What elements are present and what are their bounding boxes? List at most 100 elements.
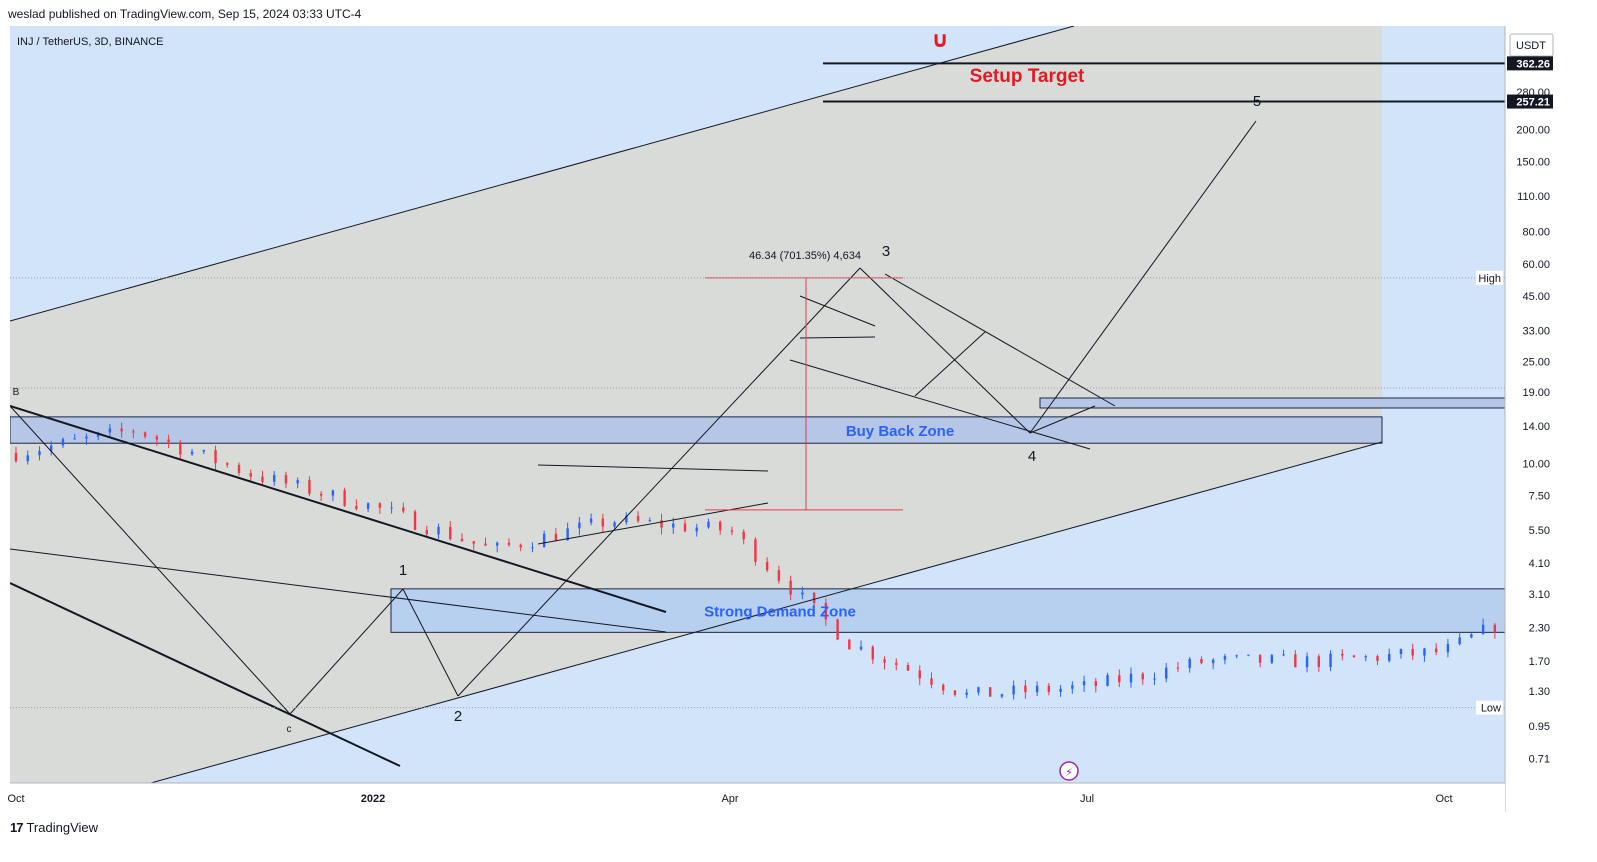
drawings-group [10, 26, 1383, 783]
candle-body [1493, 624, 1497, 633]
price-tag[interactable] [1507, 56, 1553, 71]
candle-body [226, 463, 229, 465]
time-axis[interactable] [10, 783, 1505, 812]
candle-body [765, 561, 769, 571]
candle-body [402, 507, 405, 512]
candle-body [578, 522, 581, 529]
wave-c-leg [10, 405, 291, 715]
candle-body [883, 659, 886, 663]
candle-body [132, 431, 135, 433]
candle-body [1458, 637, 1461, 645]
triangle-line [1029, 405, 1096, 434]
candle-body [1000, 694, 1004, 697]
candle-body [1235, 655, 1238, 657]
candle-body [871, 646, 874, 660]
falling-wedge-top [884, 273, 1116, 407]
candle-body [1282, 654, 1285, 656]
price-tag[interactable] [1507, 94, 1553, 109]
candle-body [1059, 688, 1062, 692]
candle-body [824, 602, 828, 620]
candle-body [542, 533, 546, 548]
price-chart[interactable]: High Low Buy Back Zone Strong Demand Zone Se… [0, 26, 1597, 812]
candle-body [531, 547, 534, 549]
y-tick-label: 10.00 [1522, 459, 1550, 471]
y-tick-label: 1.30 [1529, 686, 1550, 698]
y-tick-label: 5.50 [1529, 525, 1550, 537]
candle-body [789, 580, 792, 595]
wave-label-b: B [13, 387, 20, 398]
strong-demand-zone [390, 588, 1505, 633]
currency-badge[interactable] [1509, 33, 1554, 57]
candle-body [1200, 658, 1203, 664]
falling-wedge-bottom [789, 359, 1091, 450]
y-tick-label: 1.70 [1529, 656, 1550, 668]
candle-body [460, 539, 464, 542]
candle-body [1411, 648, 1414, 656]
candle-body [1071, 685, 1074, 689]
candle-body [261, 476, 264, 482]
candle-body [390, 507, 393, 509]
candle-body [484, 543, 487, 546]
candle-body [308, 480, 311, 494]
candle-body [1258, 654, 1262, 663]
candle-body [296, 480, 299, 484]
wave-label-c: c [287, 724, 292, 735]
symbol-label: INJ / TetherUS, 3D, BINANCE [17, 36, 164, 48]
candle-body [61, 439, 65, 446]
chart-area[interactable]: High Low Buy Back Zone Strong Demand Zone Se… [0, 26, 1597, 812]
candle-body [848, 639, 851, 650]
setup-target-label: Setup Target [970, 66, 1085, 87]
candle-body [1376, 656, 1379, 661]
price-axis[interactable] [1505, 26, 1597, 812]
candle-body [1047, 685, 1051, 692]
wave-label-4: 4 [1028, 448, 1036, 465]
footer-brand[interactable]: 17 TradingView [10, 820, 98, 835]
candle-body [355, 505, 358, 509]
magnet-icon: ∪ [931, 27, 949, 52]
retest-box [1039, 397, 1505, 409]
y-tick-label: 45.00 [1522, 291, 1550, 303]
low-label-bg [1476, 700, 1503, 715]
wave-label-1: 1 [399, 562, 407, 579]
candle-body [202, 450, 205, 452]
lightning-icon[interactable] [1059, 761, 1079, 781]
candle-body [284, 475, 288, 484]
lightning-glyph: ⚡ [1065, 767, 1073, 779]
candle-body [1094, 681, 1098, 686]
lower-wedge-line [10, 582, 401, 767]
candle-body [1399, 648, 1403, 655]
candle-body [1270, 655, 1274, 663]
candle-body [449, 526, 452, 540]
x-tick-label: Oct [7, 793, 24, 805]
footer-brand-text: TradingView [26, 820, 99, 835]
y-tick-label: 2.30 [1529, 622, 1550, 634]
x-axis-ticks: Oct2022AprJulOct2023AprJulOct2024AprJulO… [7, 793, 1452, 805]
candle-body [1434, 648, 1438, 653]
wave-label-3: 3 [882, 243, 890, 260]
channel-fill [10, 26, 1382, 783]
measure-label: 46.34 (701.35%) 4,634 [749, 250, 861, 262]
candle-body [343, 490, 346, 506]
candle-body [1329, 653, 1332, 668]
candle-body [1024, 685, 1027, 693]
y-tick-label: 19.00 [1522, 387, 1550, 399]
candle-body [14, 452, 18, 462]
wave-2-leg [402, 588, 459, 697]
x-tick-label: Apr [721, 793, 738, 805]
candle-body [988, 687, 992, 697]
candle-body [601, 518, 605, 527]
candle-body [249, 473, 252, 477]
candle-body [1223, 656, 1227, 660]
candle-body [918, 670, 921, 679]
candle-body [167, 439, 170, 442]
candle-body [1341, 653, 1344, 656]
pennant-bottom [799, 336, 876, 339]
candle-body [906, 665, 910, 671]
candle-body [812, 592, 816, 603]
tradingview-logo-icon: 17 [10, 820, 24, 835]
candle-body [1129, 673, 1133, 683]
candle-body [859, 646, 863, 650]
candle-body [496, 542, 499, 546]
high-label: High [1478, 273, 1501, 285]
pennant-top [799, 295, 876, 327]
